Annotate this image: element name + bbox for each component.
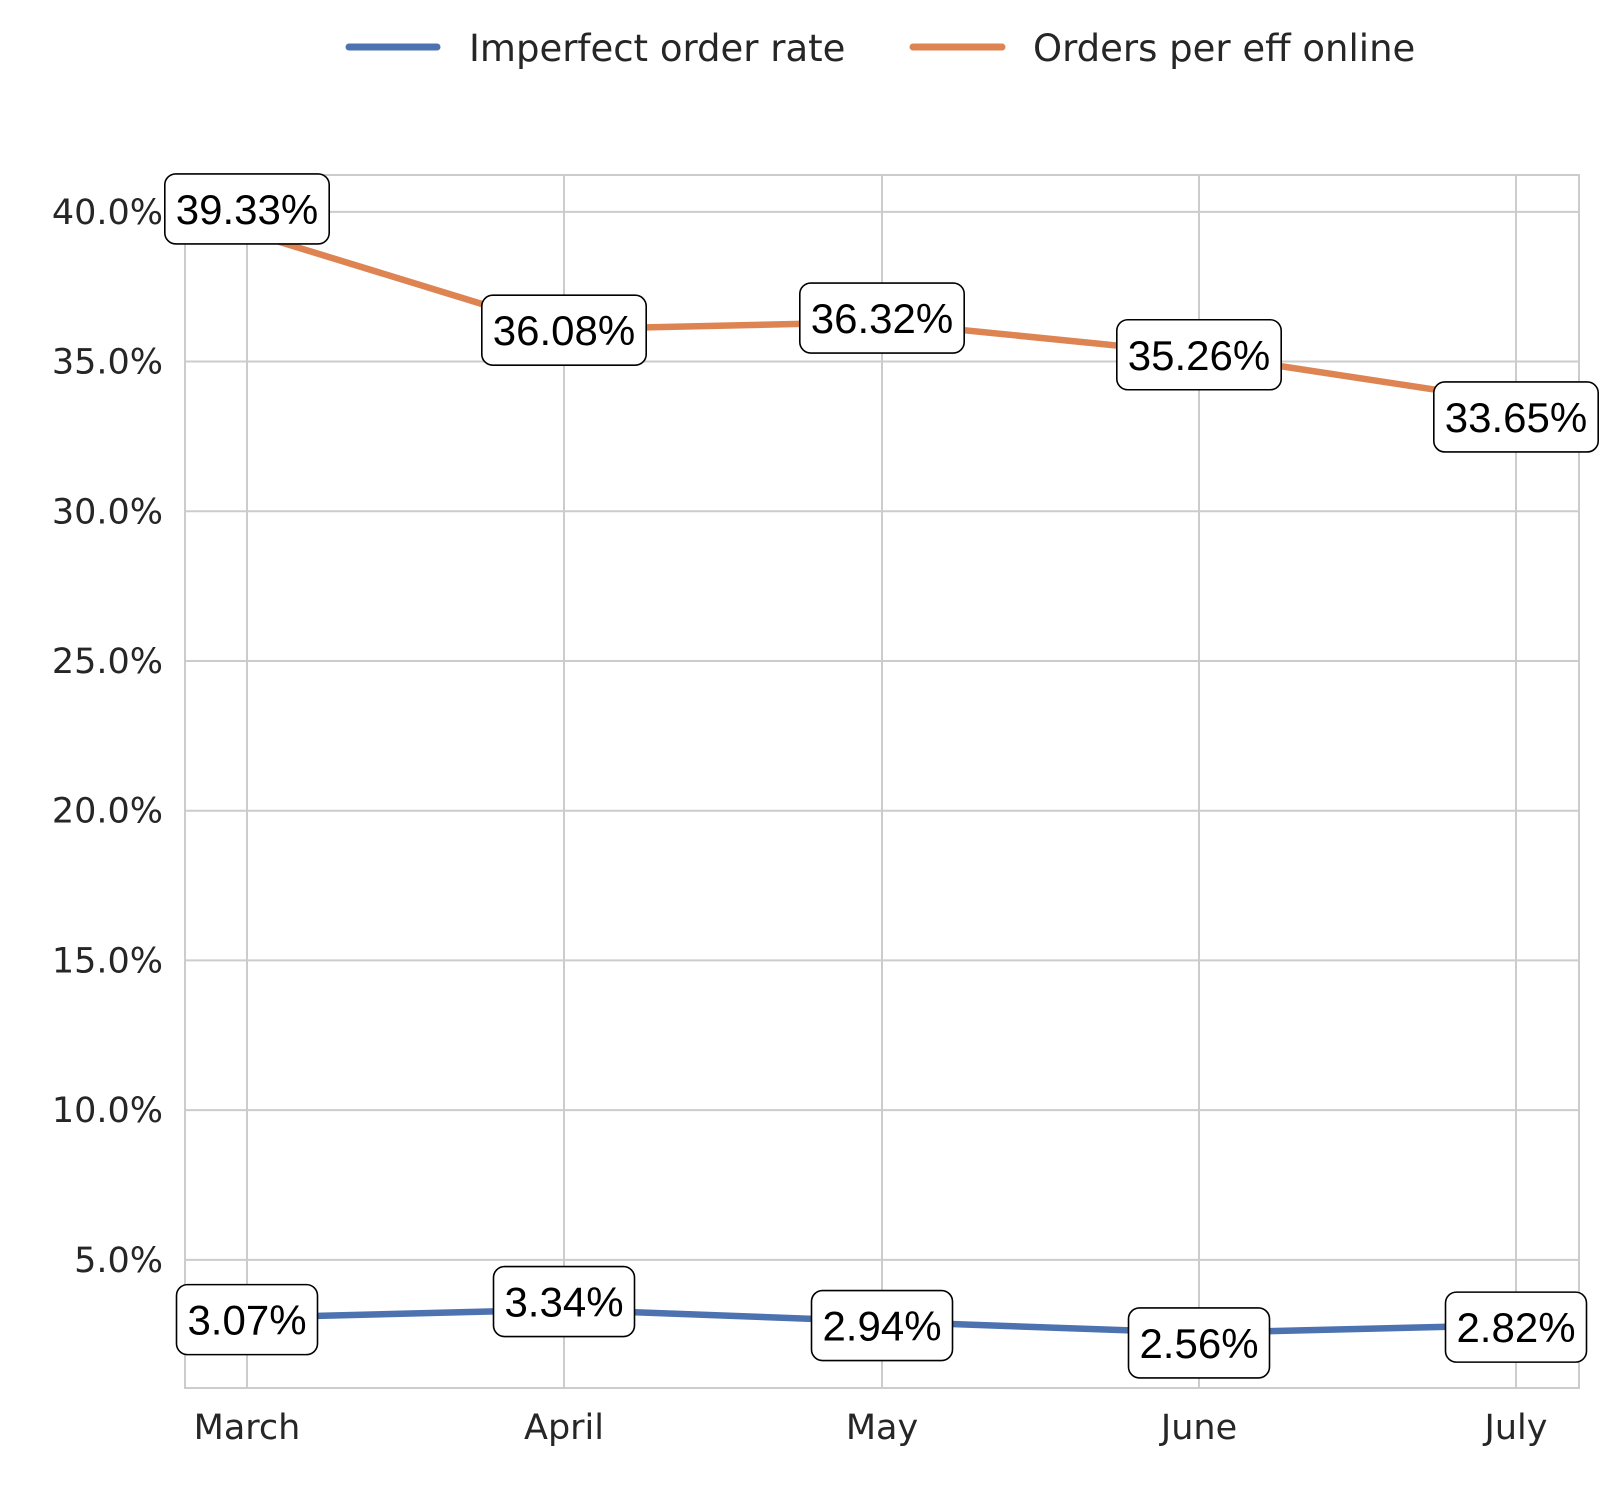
x-tick-label: July (1483, 1408, 1548, 1448)
legend-item: Imperfect order rate (345, 27, 845, 70)
data-label-text: 35.26% (1128, 332, 1270, 379)
legend: Imperfect order rate Orders per eff onlin… (345, 27, 1415, 70)
y-tick-label: 35.0% (52, 343, 163, 383)
data-label: 3.07% (175, 1283, 319, 1356)
data-label: 33.65% (1433, 381, 1600, 453)
data-label: 36.32% (798, 282, 965, 354)
data-label-box (492, 1265, 636, 1338)
legend-label: Orders per eff online (1033, 27, 1415, 70)
data-label-text: 39.33% (176, 186, 318, 233)
data-label-box (164, 173, 330, 245)
y-tick-label: 30.0% (52, 492, 163, 532)
data-labels: 3.07% 3.34% 2.94% 2.56% 2.82% 39.33% 36.08% 36.… (164, 173, 1600, 1379)
data-label-box (1433, 381, 1600, 453)
data-label-box (1127, 1307, 1271, 1379)
data-label: 36.08% (480, 294, 647, 367)
x-tick-label: March (194, 1408, 301, 1448)
y-tick-label: 10.0% (52, 1091, 163, 1131)
data-label-text: 2.56% (1139, 1320, 1258, 1367)
y-tick-label: 5.0% (74, 1241, 163, 1281)
data-label: 35.26% (1116, 318, 1283, 391)
data-label-box (480, 294, 647, 367)
plot-frame (184, 174, 1580, 1389)
x-tick-label: June (1159, 1408, 1237, 1448)
data-label-text: 33.65% (1445, 394, 1587, 441)
legend-label: Imperfect order rate (469, 27, 845, 70)
data-label: 2.82% (1444, 1291, 1588, 1363)
grid (185, 175, 1579, 1388)
data-label-box (810, 1289, 954, 1362)
y-tick-label: 25.0% (52, 642, 163, 682)
data-label-text: 36.08% (493, 307, 635, 354)
data-label: 3.34% (492, 1265, 636, 1338)
x-tick-label: April (524, 1408, 604, 1448)
data-label: 39.33% (164, 173, 330, 245)
data-label-text: 2.82% (1456, 1304, 1575, 1351)
y-tick-label: 20.0% (52, 792, 163, 832)
data-label: 2.56% (1127, 1307, 1271, 1379)
data-label-box (1444, 1291, 1588, 1363)
data-label-text: 3.34% (504, 1279, 623, 1326)
data-label-box (175, 1283, 319, 1356)
data-label-box (1116, 318, 1283, 391)
data-label-text: 2.94% (822, 1303, 941, 1350)
legend-item: Orders per eff online (909, 27, 1415, 70)
data-label-text: 3.07% (187, 1297, 306, 1344)
axis-tick-labels: 5.0% 10.0% 15.0% 20.0% 25.0% 30.0% 35.0% 40.0% M… (52, 193, 1548, 1448)
x-tick-label: May (846, 1408, 918, 1448)
data-label: 2.94% (810, 1289, 954, 1362)
y-tick-label: 15.0% (52, 941, 163, 981)
y-tick-label: 40.0% (52, 193, 163, 233)
data-label-text: 36.32% (811, 295, 953, 342)
data-label-box (798, 282, 965, 354)
